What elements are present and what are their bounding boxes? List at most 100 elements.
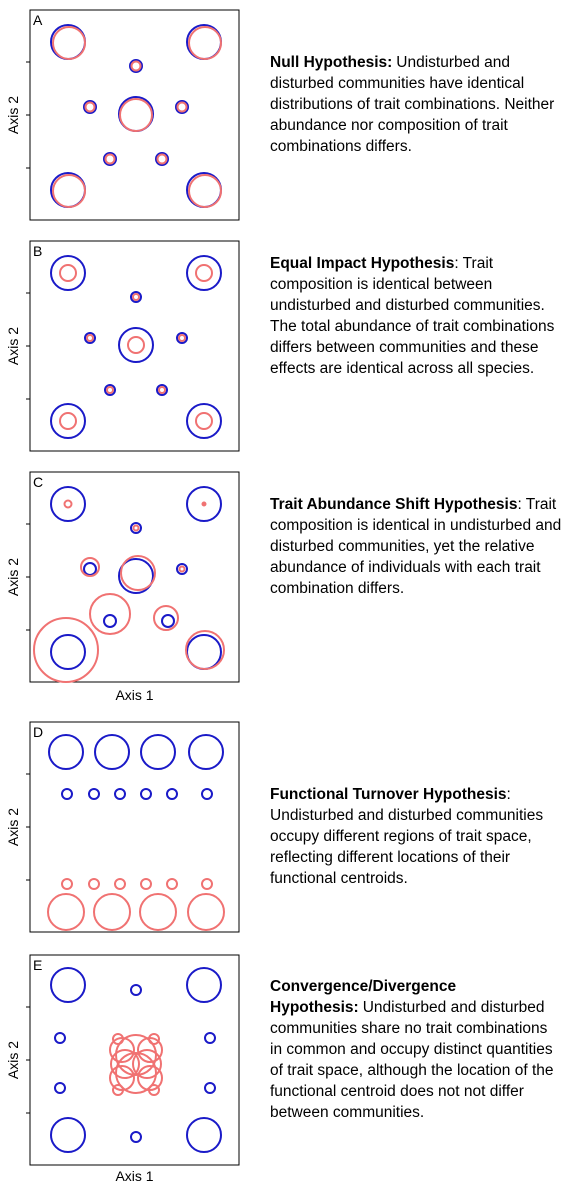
description: Equal Impact Hypothesis: Trait compositi… xyxy=(270,253,562,379)
trait-circle xyxy=(140,788,152,800)
trait-circle xyxy=(103,614,117,628)
trait-circle xyxy=(161,614,175,628)
trait-circle xyxy=(130,984,142,996)
trait-circle xyxy=(130,291,142,303)
y-axis-label: Axis 2 xyxy=(5,96,21,134)
trait-circle xyxy=(201,788,213,800)
trait-circle xyxy=(166,788,178,800)
trait-circle xyxy=(158,386,166,394)
trait-circle xyxy=(119,98,153,132)
panel-letter: A xyxy=(33,12,43,28)
trait-circle xyxy=(59,264,77,282)
trait-circle xyxy=(188,174,222,208)
trait-circle xyxy=(103,152,117,166)
panel-letter: B xyxy=(33,243,42,259)
trait-circle xyxy=(50,634,86,670)
trait-circle xyxy=(47,893,85,931)
description: Functional Turnover Hypothesis: Undistur… xyxy=(270,784,562,889)
trait-circle xyxy=(104,384,116,396)
trait-circle xyxy=(187,893,225,931)
trait-circle xyxy=(176,563,188,575)
hypothesis-text: : Trait composition is identical in undi… xyxy=(270,496,562,597)
trait-circle xyxy=(139,893,177,931)
trait-circle xyxy=(33,617,99,683)
description: Trait Abundance Shift Hypothesis: Trait … xyxy=(270,494,562,599)
trait-circle xyxy=(156,384,168,396)
y-axis-label: Axis 2 xyxy=(5,327,21,365)
trait-circle xyxy=(115,1052,157,1094)
panel-frame xyxy=(29,9,240,221)
trait-circle xyxy=(130,522,142,534)
trait-circle xyxy=(80,557,100,577)
trait-circle xyxy=(88,878,100,890)
trait-circle xyxy=(166,878,178,890)
trait-circle xyxy=(130,60,142,72)
y-axis-label: Axis 2 xyxy=(5,808,21,846)
trait-circle xyxy=(50,255,86,291)
hypothesis-title: Convergence/Divergence Hypothesis: xyxy=(270,978,457,1016)
trait-circle xyxy=(132,524,140,532)
trait-circle xyxy=(153,605,179,631)
trait-circle xyxy=(148,1033,160,1045)
trait-circle xyxy=(140,878,152,890)
trait-circle xyxy=(93,893,131,931)
trait-circle xyxy=(50,403,86,439)
x-axis-label: Axis 1 xyxy=(115,687,153,703)
hypothesis-text: : Trait composition is identical between… xyxy=(270,255,555,377)
trait-circle xyxy=(148,1084,160,1096)
trait-circle xyxy=(84,332,96,344)
panel-frame xyxy=(29,240,240,452)
trait-circle xyxy=(176,101,188,113)
trait-circle xyxy=(118,327,154,363)
trait-circle xyxy=(61,788,73,800)
trait-circle xyxy=(63,499,73,509)
trait-circle xyxy=(114,878,126,890)
trait-circle xyxy=(50,1117,86,1153)
trait-circle xyxy=(178,334,186,342)
panel-letter: D xyxy=(33,724,43,740)
trait-circle xyxy=(83,100,97,114)
trait-circle xyxy=(89,593,131,635)
trait-circle xyxy=(130,1131,142,1143)
trait-circle xyxy=(52,26,86,60)
trait-circle xyxy=(175,100,189,114)
trait-circle xyxy=(112,1033,124,1045)
hypothesis-text: Undisturbed and disturbed communities ha… xyxy=(270,54,555,155)
description: Null Hypothesis: Undisturbed and disturbe… xyxy=(270,52,562,157)
trait-circle xyxy=(106,386,114,394)
panel: C xyxy=(26,471,240,683)
panel-frame xyxy=(29,471,240,683)
trait-circle xyxy=(120,555,156,591)
trait-circle xyxy=(104,153,116,165)
trait-circle xyxy=(86,334,94,342)
trait-circle xyxy=(188,26,222,60)
trait-circle xyxy=(52,174,86,208)
y-axis-label: Axis 2 xyxy=(5,1041,21,1079)
hypothesis-title: Trait Abundance Shift Hypothesis xyxy=(270,496,518,513)
x-axis-label: Axis 1 xyxy=(115,1168,153,1184)
trait-circle xyxy=(48,734,84,770)
trait-circle xyxy=(54,1082,66,1094)
trait-circle xyxy=(155,152,169,166)
panel: D xyxy=(26,721,240,933)
trait-circle xyxy=(186,486,222,522)
trait-circle xyxy=(186,1117,222,1153)
y-axis-label: Axis 2 xyxy=(5,558,21,596)
trait-circle xyxy=(132,293,140,301)
hypothesis-title: Functional Turnover Hypothesis xyxy=(270,786,507,803)
trait-circle xyxy=(54,1032,66,1044)
panel-frame xyxy=(29,721,240,933)
trait-circle xyxy=(201,501,207,507)
trait-circle xyxy=(188,734,224,770)
panel-letter: E xyxy=(33,957,42,973)
trait-circle xyxy=(129,59,143,73)
trait-circle xyxy=(132,1049,162,1079)
trait-circle xyxy=(201,878,213,890)
trait-circle xyxy=(186,967,222,1003)
trait-circle xyxy=(110,1049,140,1079)
trait-circle xyxy=(50,486,86,522)
trait-circle xyxy=(178,565,186,573)
trait-circle xyxy=(156,153,168,165)
